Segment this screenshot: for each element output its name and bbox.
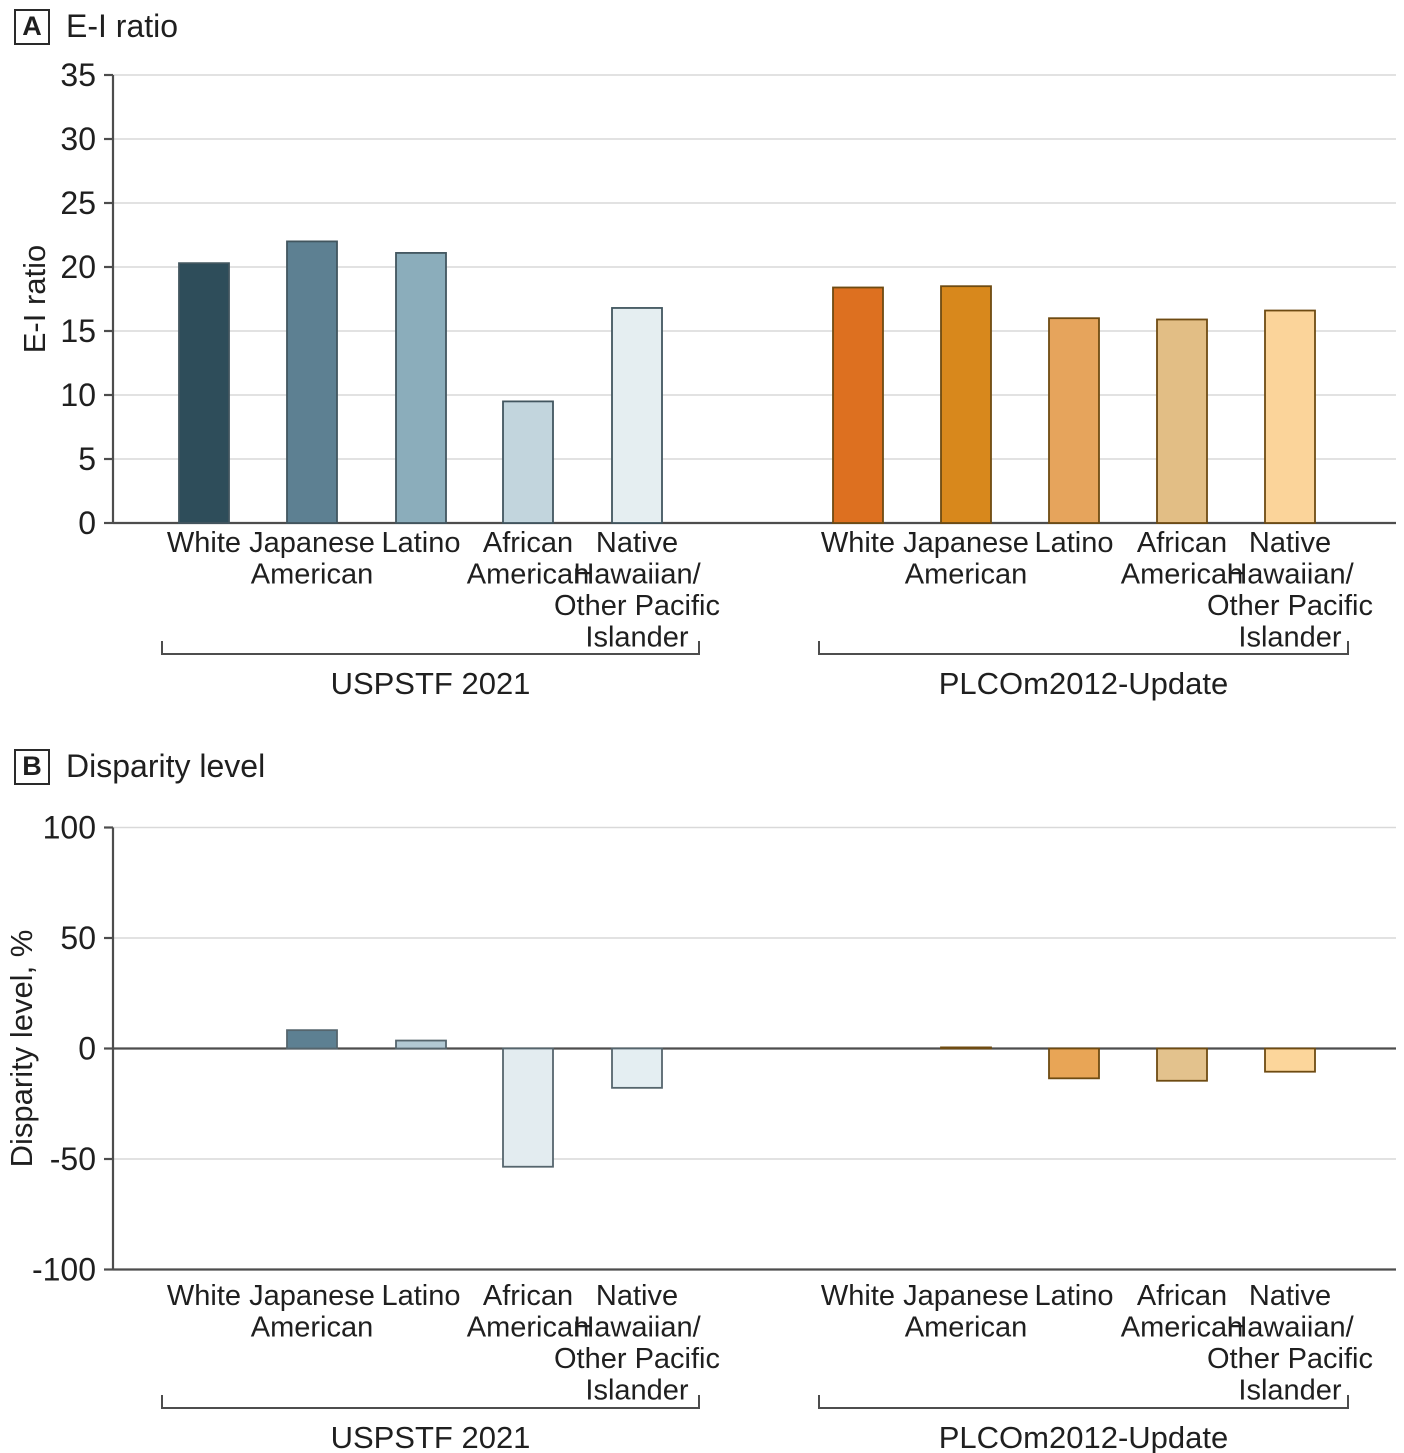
group-bracket [818,1395,1349,1409]
category-label: Islander [1238,622,1342,654]
bar-group1-cat3 [395,1039,447,1050]
y-tick-label: 5 [78,441,96,477]
bar-group1-cat2 [286,1029,338,1050]
category-label: African [483,527,573,559]
bar-group2-cat1 [832,286,884,524]
category-label: Islander [1238,1375,1342,1407]
y-tick-label: 20 [60,249,96,285]
category-label: Other Pacific [1207,1343,1373,1375]
category-label: Latino [381,527,460,559]
category-label: Hawaiian/ [573,1312,701,1344]
category-label: Native [1249,527,1331,559]
y-tick-label: 35 [60,57,96,93]
bar-group2-cat3 [1048,1047,1100,1080]
category-label: Native [596,527,678,559]
category-label: White [821,527,895,559]
group-label: USPSTF 2021 [331,1420,531,1453]
y-axis-title: E-I ratio [17,245,52,354]
group-bracket [161,641,700,655]
y-tick-label: 0 [78,505,96,541]
bar-group1-cat2 [286,240,338,524]
y-axis-title: Disparity level, % [4,930,39,1168]
bar-group1-cat4 [502,400,554,524]
category-label: Japanese [903,527,1029,559]
category-label: American [1121,1312,1244,1344]
bar-group1-cat1 [178,262,230,524]
category-label: American [467,1312,590,1344]
category-label: Latino [1034,527,1113,559]
category-label: Other Pacific [1207,590,1373,622]
category-label: Hawaiian/ [1226,559,1354,591]
y-tick-label: 25 [60,185,96,221]
category-label: Hawaiian/ [573,559,701,591]
y-tick-label: 10 [60,377,96,413]
category-label: Japanese [249,1280,375,1312]
bar-group2-cat5 [1264,1047,1316,1073]
group-bracket [818,641,1349,655]
bar-group2-cat4 [1156,1047,1208,1082]
bar-group2-cat3 [1048,317,1100,524]
panel-a-letter-badge: A [14,8,50,45]
panel-a-title: E-I ratio [66,8,179,44]
category-label: African [483,1280,573,1312]
y-tick-label: 30 [60,121,96,157]
category-label: Other Pacific [554,1343,720,1375]
category-label: Japanese [249,527,375,559]
y-tick-label: -100 [32,1252,96,1288]
bar-group1-cat4 [502,1047,554,1168]
category-label: Islander [585,622,689,654]
category-label: Native [596,1280,678,1312]
category-label: Islander [585,1375,689,1407]
category-label: African [1137,527,1227,559]
y-tick-label: -50 [50,1141,96,1177]
category-label: Latino [381,1280,460,1312]
bar-group1-cat3 [395,252,447,524]
category-label: White [821,1280,895,1312]
group-bracket [161,1395,700,1409]
category-label: Other Pacific [554,590,720,622]
panel-b-title: Disparity level [66,748,266,784]
bar-group2-cat2 [940,1046,992,1050]
bar-group2-cat5 [1264,309,1316,524]
group-label: PLCOm2012-Update [939,666,1229,701]
category-label: White [167,1280,241,1312]
y-tick-label: 50 [60,920,96,956]
bar-group2-cat4 [1156,318,1208,524]
category-label: American [467,559,590,591]
category-label: American [251,1312,374,1344]
panel-b-letter-badge: B [14,748,50,785]
group-label: PLCOm2012-Update [939,1420,1229,1453]
panel-b-header: B Disparity level [14,748,265,785]
panel-a-header: A E-I ratio [14,8,178,45]
category-label: American [251,559,374,591]
category-label: African [1137,1280,1227,1312]
group-label: USPSTF 2021 [331,666,531,701]
category-label: Latino [1034,1280,1113,1312]
category-label: Native [1249,1280,1331,1312]
y-tick-label: 100 [43,810,96,846]
category-label: American [1121,559,1244,591]
category-label: American [905,1312,1028,1344]
category-label: White [167,527,241,559]
y-tick-label: 15 [60,313,96,349]
bar-group2-cat2 [940,285,992,524]
category-label: Japanese [903,1280,1029,1312]
y-tick-label: 0 [78,1031,96,1067]
category-label: Hawaiian/ [1226,1312,1354,1344]
category-label: American [905,559,1028,591]
bar-group1-cat5 [611,307,663,524]
bar-group1-cat5 [611,1047,663,1089]
